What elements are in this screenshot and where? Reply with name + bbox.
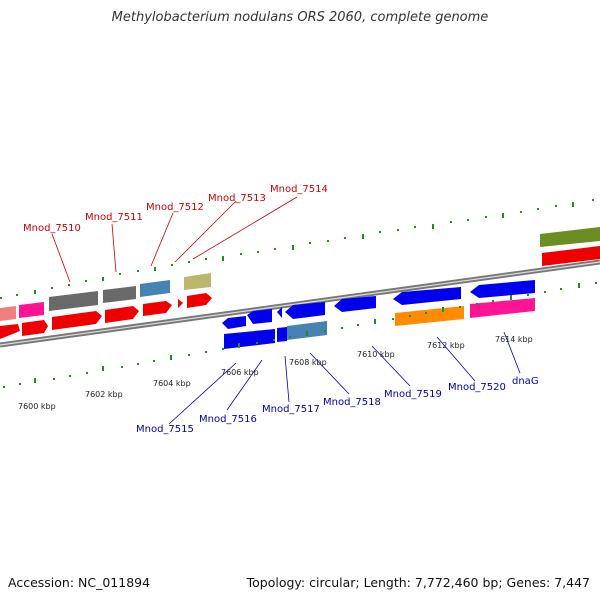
gene-arrow: [470, 280, 535, 298]
gene-arrow: [542, 246, 600, 266]
gene-label-top: Mnod_7510: [23, 223, 81, 234]
bottom-gene-labels: Mnod_7515 Mnod_7516 Mnod_7517 Mnod_7518 …: [136, 376, 539, 435]
scale-labels: 7600 kbp 7602 kbp 7604 kbp 7606 kbp 7608…: [18, 335, 533, 411]
gene-label-bottom: Mnod_7517: [262, 404, 320, 415]
top-leader-lines: [51, 196, 298, 283]
scale-label: 7606 kbp: [221, 368, 259, 377]
gene-arrow: [393, 287, 461, 305]
gene-label-bottom: dnaG: [512, 376, 539, 387]
top-strand-lower: [0, 246, 600, 339]
gene-block: [184, 273, 211, 290]
bottom-tick-track: [3, 282, 597, 388]
scale-label: 7614 kbp: [495, 335, 533, 344]
gene-arrow: [277, 307, 282, 318]
gene-label-bottom: Mnod_7515: [136, 424, 194, 435]
genome-backbone: [0, 259, 600, 348]
topology-text: Topology: circular; Length: 7,772,460 bp…: [246, 575, 590, 590]
gene-arrow: [178, 299, 183, 308]
gene-label-top: Mnod_7513: [208, 193, 266, 204]
gene-arrow: [0, 324, 20, 339]
bottom-strand-upper: [222, 280, 535, 329]
genome-title: Methylobacterium nodulans ORS 2060, comp…: [111, 10, 489, 25]
accession-text: Accession: NC_011894: [8, 575, 151, 590]
scale-label: 7610 kbp: [357, 350, 395, 359]
gene-block: [103, 286, 136, 303]
gene-block: [540, 227, 600, 247]
gene-arrow: [187, 293, 212, 308]
gene-arrow: [52, 311, 102, 330]
bottom-strand-lower: [224, 298, 535, 349]
gene-arrow: [285, 302, 325, 319]
gene-label-bottom: Mnod_7520: [448, 382, 506, 393]
scale-label: 7602 kbp: [85, 390, 123, 399]
gene-label-bottom: Mnod_7519: [384, 389, 442, 400]
scale-label: 7604 kbp: [153, 379, 191, 388]
gene-arrow: [22, 320, 48, 336]
gene-block: [0, 306, 16, 321]
gene-label-bottom: Mnod_7516: [199, 414, 257, 425]
scale-label: 7608 kbp: [289, 358, 327, 367]
gene-arrow: [105, 306, 139, 323]
gene-block: [49, 291, 98, 311]
gene-arrow: [222, 316, 246, 329]
gene-block: [470, 298, 535, 318]
top-tick-track: [0, 199, 594, 299]
gene-arrow: [334, 296, 376, 312]
gene-label-top: Mnod_7511: [85, 212, 143, 223]
top-gene-labels: Mnod_7510 Mnod_7511 Mnod_7512 Mnod_7513 …: [23, 184, 328, 234]
scale-label: 7612 kbp: [427, 341, 465, 350]
gene-block: [395, 306, 464, 326]
gene-block: [19, 302, 44, 318]
gene-block: [277, 327, 287, 342]
gene-arrow: [247, 309, 272, 324]
gene-arrow: [143, 301, 172, 316]
gene-block: [140, 280, 170, 297]
bottom-leader-lines: [168, 331, 521, 425]
gene-block: [224, 329, 275, 349]
gene-label-bottom: Mnod_7518: [323, 397, 381, 408]
scale-label: 7600 kbp: [18, 402, 56, 411]
gene-block: [287, 321, 327, 340]
gene-label-top: Mnod_7514: [270, 184, 328, 195]
top-strand-upper: [0, 227, 600, 321]
gene-label-top: Mnod_7512: [146, 202, 204, 213]
